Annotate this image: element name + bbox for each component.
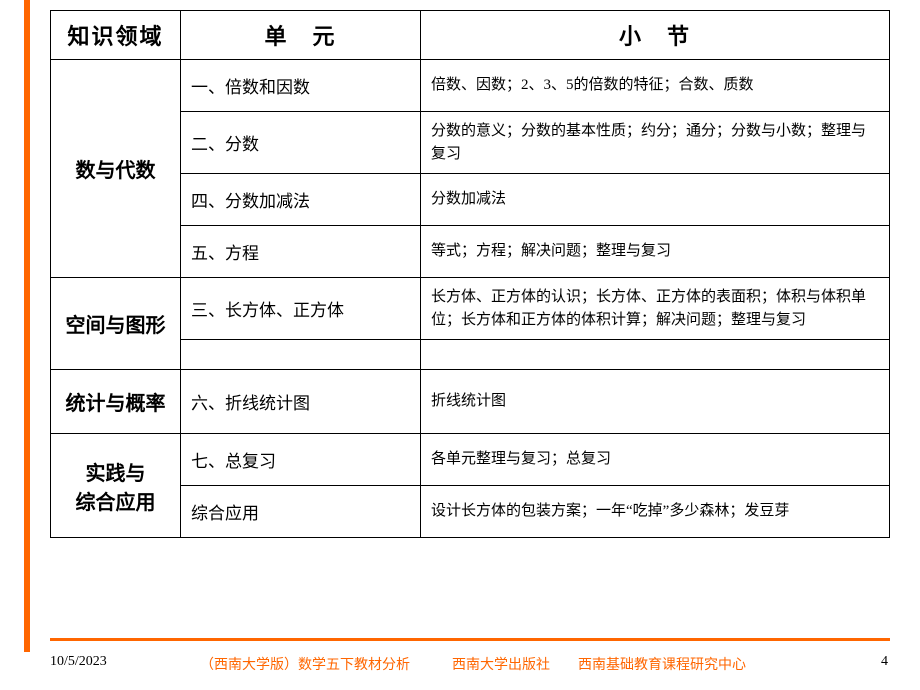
unit-cell: 三、长方体、正方体 bbox=[181, 278, 421, 340]
section-cell: 折线统计图 bbox=[421, 370, 890, 434]
content-table-wrapper: 知识领域 单 元 小 节 数与代数 一、倍数和因数 倍数、因数；2、3、5的倍数… bbox=[50, 10, 890, 538]
header-section: 小 节 bbox=[421, 11, 890, 60]
unit-cell: 七、总复习 bbox=[181, 434, 421, 486]
domain-cell: 数与代数 bbox=[51, 60, 181, 278]
table-row: 实践与 综合应用 七、总复习 各单元整理与复习；总复习 bbox=[51, 434, 890, 486]
table-row: 统计与概率 六、折线统计图 折线统计图 bbox=[51, 370, 890, 434]
header-domain: 知识领域 bbox=[51, 11, 181, 60]
unit-cell: 二、分数 bbox=[181, 112, 421, 174]
header-unit: 单 元 bbox=[181, 11, 421, 60]
unit-cell bbox=[181, 340, 421, 370]
domain-cell: 实践与 综合应用 bbox=[51, 434, 181, 538]
left-accent-bar bbox=[24, 0, 30, 652]
curriculum-table: 知识领域 单 元 小 节 数与代数 一、倍数和因数 倍数、因数；2、3、5的倍数… bbox=[50, 10, 890, 538]
table-row: 空间与图形 三、长方体、正方体 长方体、正方体的认识；长方体、正方体的表面积；体… bbox=[51, 278, 890, 340]
section-cell: 等式；方程；解决问题；整理与复习 bbox=[421, 226, 890, 278]
section-cell: 倍数、因数；2、3、5的倍数的特征；合数、质数 bbox=[421, 60, 890, 112]
unit-cell: 综合应用 bbox=[181, 486, 421, 538]
domain-cell: 统计与概率 bbox=[51, 370, 181, 434]
unit-cell: 四、分数加减法 bbox=[181, 174, 421, 226]
section-cell: 各单元整理与复习；总复习 bbox=[421, 434, 890, 486]
table-row: 数与代数 一、倍数和因数 倍数、因数；2、3、5的倍数的特征；合数、质数 bbox=[51, 60, 890, 112]
section-cell: 分数的意义；分数的基本性质；约分；通分；分数与小数；整理与复习 bbox=[421, 112, 890, 174]
section-cell: 长方体、正方体的认识；长方体、正方体的表面积；体积与体积单位；长方体和正方体的体… bbox=[421, 278, 890, 340]
section-cell: 设计长方体的包装方案；一年“吃掉”多少森林；发豆芽 bbox=[421, 486, 890, 538]
footer-date: 10/5/2023 bbox=[50, 654, 107, 670]
domain-cell: 空间与图形 bbox=[51, 278, 181, 370]
unit-cell: 一、倍数和因数 bbox=[181, 60, 421, 112]
table-header-row: 知识领域 单 元 小 节 bbox=[51, 11, 890, 60]
section-cell: 分数加减法 bbox=[421, 174, 890, 226]
unit-cell: 六、折线统计图 bbox=[181, 370, 421, 434]
section-cell bbox=[421, 340, 890, 370]
footer-page-number: 4 bbox=[881, 654, 888, 670]
bottom-accent-rule bbox=[50, 638, 890, 641]
unit-cell: 五、方程 bbox=[181, 226, 421, 278]
footer-center-text: （西南大学版）数学五下教材分析 西南大学出版社 西南基础教育课程研究中心 bbox=[200, 654, 790, 674]
